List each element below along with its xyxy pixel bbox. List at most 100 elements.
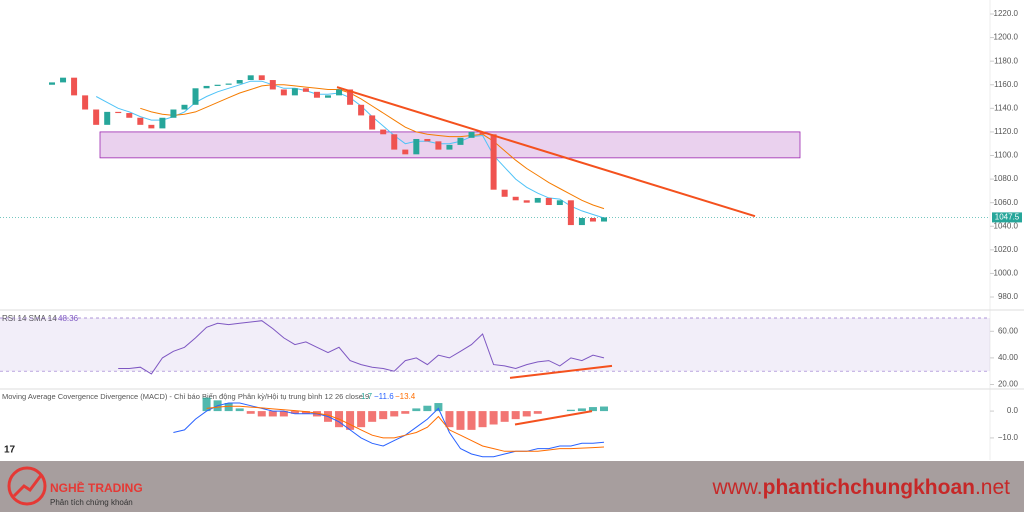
candle (534, 197, 541, 203)
candle (126, 113, 133, 118)
candle (225, 83, 232, 85)
ma-slow (140, 84, 605, 210)
macd-trendline (514, 410, 593, 426)
logo-arrow (12, 473, 44, 498)
macd-bar (368, 411, 377, 422)
macd-bar (202, 397, 211, 412)
macd-bar (600, 406, 608, 412)
macd-bar (279, 411, 288, 417)
macd-bar (588, 407, 597, 412)
candle (148, 124, 155, 129)
y-tick-label: 1100.0 (994, 151, 1018, 160)
macd-bar (268, 411, 277, 417)
candle (291, 88, 298, 96)
candle (369, 115, 376, 130)
trendline (336, 86, 756, 218)
macd-title: Moving Average Covergence Divergence (MA… (2, 392, 369, 401)
macd-bar (445, 411, 454, 428)
candle (236, 80, 243, 84)
macd-bar (379, 411, 388, 420)
candle (82, 95, 89, 110)
macd-bar (390, 411, 399, 417)
candle (49, 82, 55, 85)
site-url: www.phantichchungkhoan.net (711, 476, 1010, 499)
candle (589, 217, 596, 222)
candle (424, 138, 431, 142)
site-prefix: www. (711, 476, 762, 499)
macd-bar (290, 411, 299, 414)
candle (247, 75, 254, 81)
y-tick-label: 980.0 (998, 292, 1019, 301)
candle (347, 89, 354, 105)
candle (402, 149, 409, 155)
candle (391, 134, 398, 150)
macd-bar (456, 411, 465, 430)
macd-bar (489, 411, 498, 425)
macd-bar (423, 405, 432, 412)
macd-readout: 1.7 (361, 392, 373, 401)
y-tick-label: 1020.0 (994, 245, 1019, 254)
candle (170, 109, 177, 118)
y-tick-label: 60.00 (998, 326, 1019, 335)
candle (446, 144, 453, 150)
macd-bar (500, 411, 509, 422)
last-price-label (992, 212, 1022, 223)
candle (435, 141, 442, 150)
macd-line (173, 402, 605, 458)
macd-readout: −13.4 (395, 392, 416, 401)
candle (325, 95, 331, 98)
candle (336, 89, 343, 96)
macd-bar (257, 411, 266, 417)
candle (578, 217, 585, 226)
site-name: phantichchungkhoan (763, 476, 975, 499)
y-tick-label: 1220.0 (994, 9, 1019, 18)
y-tick-label: 1180.0 (994, 56, 1018, 65)
y-tick-label: 1140.0 (994, 103, 1018, 112)
macd-bar (357, 411, 366, 428)
macd-bar (401, 411, 410, 414)
candle (115, 111, 122, 114)
candle (93, 109, 100, 125)
candle (302, 88, 309, 92)
y-tick-label: 1000.0 (994, 269, 1019, 278)
candle (358, 104, 365, 116)
y-tick-label: 1060.0 (994, 198, 1019, 207)
logo-icon (7, 466, 47, 506)
macd-bar (301, 411, 310, 414)
macd-bar (511, 411, 520, 420)
macd-bar (412, 408, 421, 412)
y-tick-label: 1160.0 (994, 80, 1018, 89)
macd-bar (467, 411, 476, 430)
rsi-trendline (509, 364, 613, 379)
brand: NGHỀ TRADING (50, 480, 143, 495)
candle (556, 200, 563, 206)
candle (137, 117, 144, 125)
macd-bar (577, 408, 586, 412)
candle (280, 89, 287, 96)
rsi-band (0, 318, 990, 372)
candle (545, 197, 552, 206)
candle (71, 77, 78, 96)
candle (380, 129, 387, 135)
rsi-line (118, 320, 605, 375)
y-tick-label: 1120.0 (994, 127, 1018, 136)
macd-bar (246, 411, 255, 414)
tv-logo: 17 (4, 445, 16, 456)
footer (0, 461, 1024, 512)
y-tick-label: 0.0 (1007, 406, 1019, 415)
candle (501, 189, 508, 197)
y-tick-label: 1200.0 (994, 33, 1019, 42)
candle (181, 104, 188, 110)
y-tick-label: 40.00 (998, 353, 1019, 362)
candle (457, 137, 464, 145)
candle (159, 117, 166, 129)
macd-bar (566, 409, 575, 412)
y-tick-label: −10.0 (998, 433, 1019, 442)
candle (490, 134, 497, 190)
candle (258, 75, 265, 81)
macd-bar (346, 411, 355, 430)
tagline: Phân tích chứng khoán (50, 498, 133, 507)
